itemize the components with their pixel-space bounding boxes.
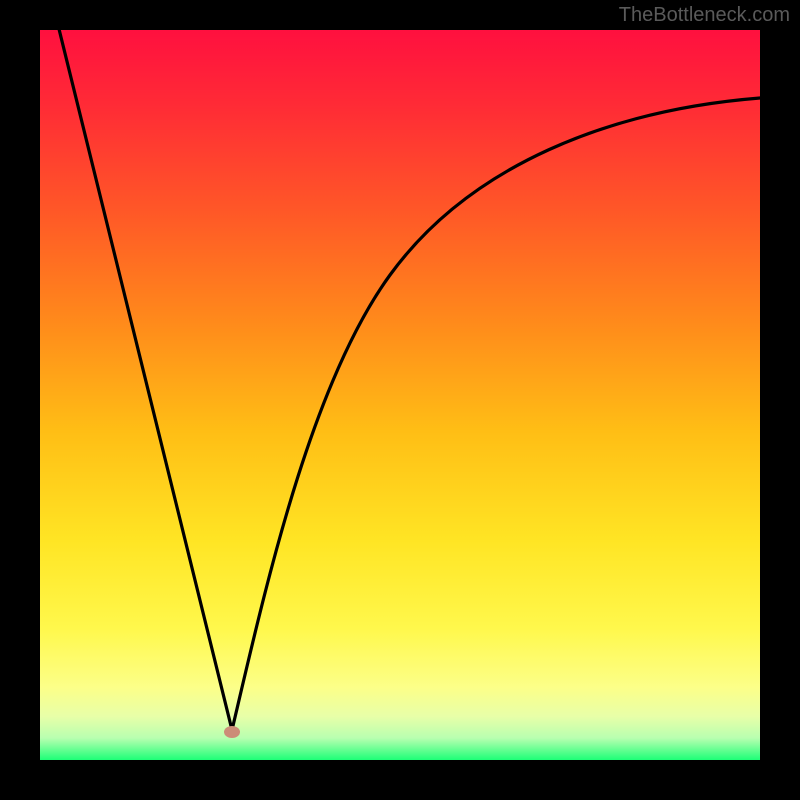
bottleneck-curve (40, 30, 760, 760)
plot-area (40, 30, 760, 760)
chart-container: TheBottleneck.com (0, 0, 800, 800)
minimum-marker (224, 726, 240, 738)
watermark-text: TheBottleneck.com (619, 4, 790, 27)
